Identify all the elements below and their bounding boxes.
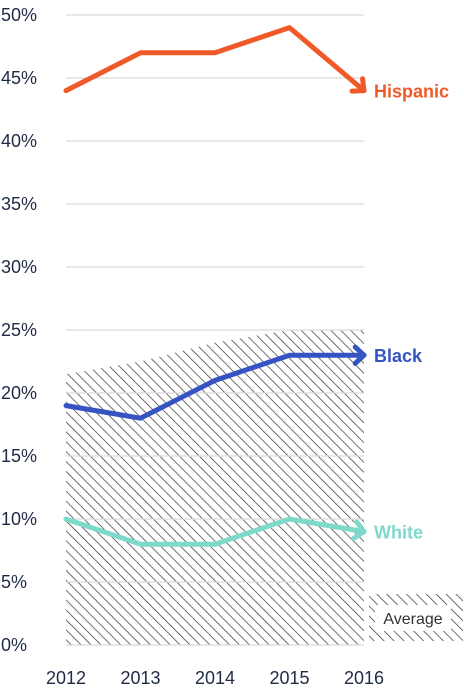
series-lines [63,25,367,547]
x-tick-label: 2012 [46,668,86,688]
y-tick-label: 50% [1,5,37,25]
y-axis-ticks: 0% 5% 10% 15% 20% 25% 30% 35% 40% 45% 50% [1,5,37,655]
y-tick-label: 45% [1,68,37,88]
y-tick-label: 40% [1,131,37,151]
average-band-area [66,330,364,645]
y-tick-label: 30% [1,257,37,277]
y-tick-label: 20% [1,383,37,403]
series-line-hispanic [63,25,367,94]
x-tick-label: 2016 [344,668,384,688]
y-tick-label: 25% [1,320,37,340]
x-tick-label: 2015 [269,668,309,688]
y-tick-label: 5% [1,572,27,592]
series-labels: Hispanic Black White [374,82,449,543]
arrowhead-white [351,519,367,541]
series-label-white: White [374,523,423,543]
y-tick-label: 15% [1,446,37,466]
x-tick-label: 2014 [195,668,235,688]
series-label-black: Black [374,346,423,366]
y-tick-label: 35% [1,194,37,214]
arrowhead-black [352,344,367,366]
gridlines [66,14,364,646]
series-label-hispanic: Hispanic [374,82,449,102]
average-band [66,330,364,645]
x-tick-label: 2013 [120,668,160,688]
average-legend-box [375,605,451,631]
y-tick-label: 10% [1,509,37,529]
average-legend: Average [369,594,463,641]
arrowhead-hispanic [349,76,367,94]
series-line-black [63,352,367,421]
y-tick-label: 0% [1,635,27,655]
series-line-white [63,516,367,547]
x-axis-ticks: 2012 2013 2014 2015 2016 [46,668,384,688]
average-legend-label: Average [383,611,442,628]
